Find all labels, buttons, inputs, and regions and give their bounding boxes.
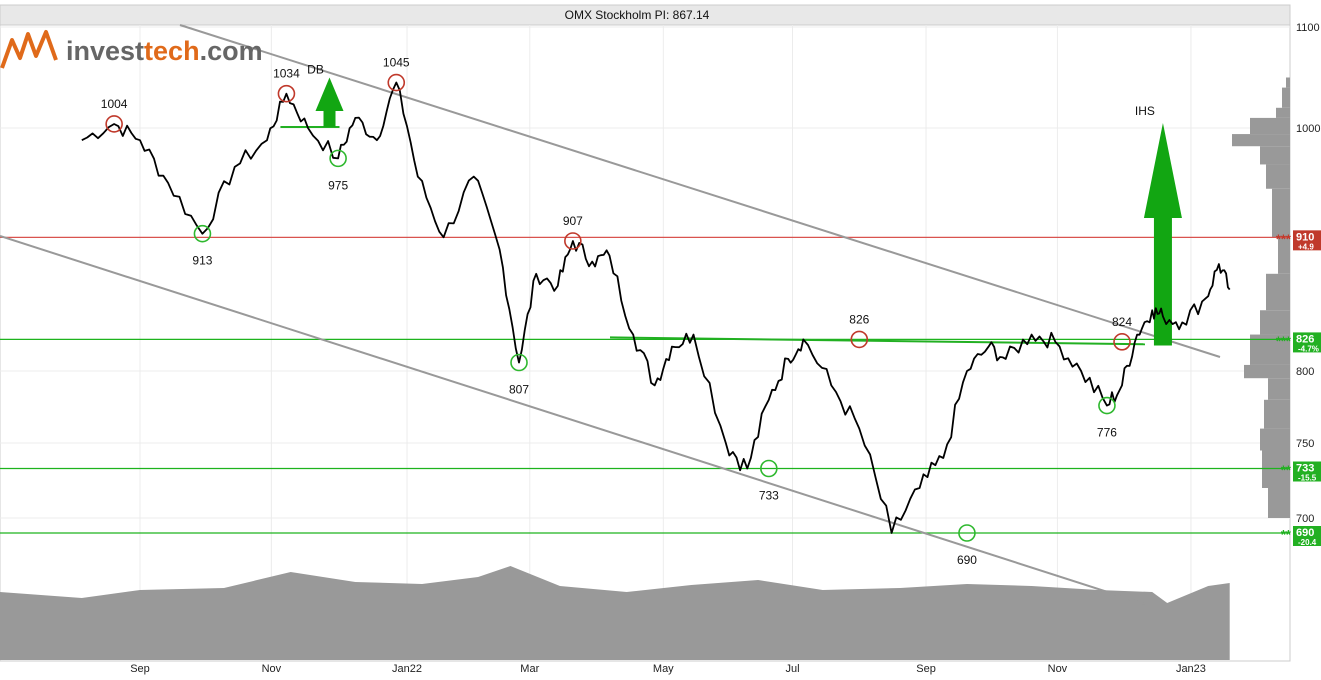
top-marker [564,232,582,250]
bottom-label: 975 [328,178,348,192]
level-stars: ** [1281,463,1292,478]
volume-profile-bar [1268,378,1290,400]
top-label: 907 [563,214,583,228]
bottom-label: 807 [509,382,529,396]
y-tick-label: 1100 [1296,22,1320,34]
y-tick-label: 700 [1296,513,1314,525]
bottom-marker [329,149,347,168]
chart-title: OMX Stockholm PI: 867.14 [565,8,710,22]
pattern-arrows: DB IHS [280,63,1182,346]
x-tick-label: Jan22 [392,663,422,675]
y-tick-label: 1000 [1296,123,1320,135]
x-tick-label: Nov [1048,663,1068,675]
level-badges: *** 910+4.9 *** 826-4.7% ** 733-15.5 ** 690-20.… [1276,230,1321,547]
logo-mark-icon [0,30,58,69]
volume-profile-bar [1260,310,1290,335]
bottom-marker [1098,396,1116,415]
volume-profile-bar [1286,77,1290,88]
investtech-logo: investtech.com [0,30,263,69]
level-stars: *** [1276,231,1292,246]
ihs-label: IHS [1135,104,1155,118]
x-tick-label: Nov [262,663,282,675]
bottom-marker [760,459,778,478]
channel-lower-line [0,235,1146,605]
level-stars: *** [1276,333,1292,348]
x-tick-label: Mar [520,663,539,675]
title-bar [0,4,1291,26]
support-resistance-lines [0,236,1290,534]
level-value: 826 [1296,333,1314,345]
turning-points: 1004 1034 1045 907 826 824 913 975 807 733 690 776 [101,56,1133,567]
volume-profile-bar [1282,87,1290,108]
top-marker [105,115,123,133]
volume-profile-bar [1278,237,1290,274]
db-arrow [315,77,344,127]
level-badge [1293,461,1321,482]
level-badge [1293,230,1321,251]
volume-profile-bar [1260,428,1290,451]
x-tick-label: Jan23 [1176,663,1206,675]
volume-profile-bar [1276,107,1290,118]
x-tick-label: May [653,663,674,675]
bottom-label: 776 [1097,426,1117,440]
ihs-arrow [1143,122,1182,346]
level-stars: ** [1281,527,1292,542]
x-tick-label: Jul [785,663,799,675]
level-pct: -15.5 [1298,474,1317,483]
volume-profile-bar [1266,273,1290,311]
price-line [81,81,1231,534]
level-value: 733 [1296,463,1314,475]
top-label: 826 [849,312,869,326]
level-value: 910 [1296,231,1314,243]
bottom-marker [193,224,212,243]
bottom-marker [510,353,528,372]
top-label: 1034 [273,67,300,81]
volume-profile-bar [1266,164,1290,189]
top-label: 824 [1112,315,1132,329]
top-label: 1045 [383,56,410,70]
top-marker [1113,333,1131,351]
level-badge [1293,526,1321,546]
y-axis: 1100 1000 800 750 700 [1296,22,1320,525]
volume-profile-bar [1250,117,1290,135]
y-tick-label: 800 [1296,366,1314,378]
top-marker [850,330,869,349]
y-tick-label: 750 [1296,438,1314,450]
channel-upper-line [179,24,1221,358]
bottom-label: 913 [192,254,212,268]
level-pct: -4.7% [1298,344,1319,353]
grid [0,25,1290,660]
logo-text: investtech.com [66,36,263,66]
level-pct: -20.4 [1298,538,1317,547]
top-marker [277,84,296,103]
db-label: DB [307,63,324,77]
level-value: 690 [1296,527,1314,539]
top-marker [387,73,406,92]
x-tick-label: Sep [130,663,150,675]
x-axis: Sep Nov Jan22 Mar May Jul Sep Nov Jan23 [130,663,1206,675]
bottom-marker [958,524,976,542]
bottom-label: 690 [957,553,977,567]
x-tick-label: Sep [916,663,936,675]
volume-profile-bar [1260,146,1290,165]
volume-profile-bar [1264,399,1290,429]
price-series [81,81,1231,534]
volume-profile-bar [1244,364,1290,379]
volume-profile-bar [1268,488,1290,518]
level-badge [1293,332,1321,353]
bottom-label: 733 [759,489,779,503]
top-label: 1004 [101,97,128,111]
volume-profile-bar [1272,188,1290,238]
volume-area [0,566,1230,660]
volume-profile [1232,77,1290,518]
volume-profile-bar [1232,134,1290,147]
volume-fill [0,566,1230,660]
level-pct: +4.9 [1298,242,1314,251]
volume-profile-bar [1262,450,1290,488]
